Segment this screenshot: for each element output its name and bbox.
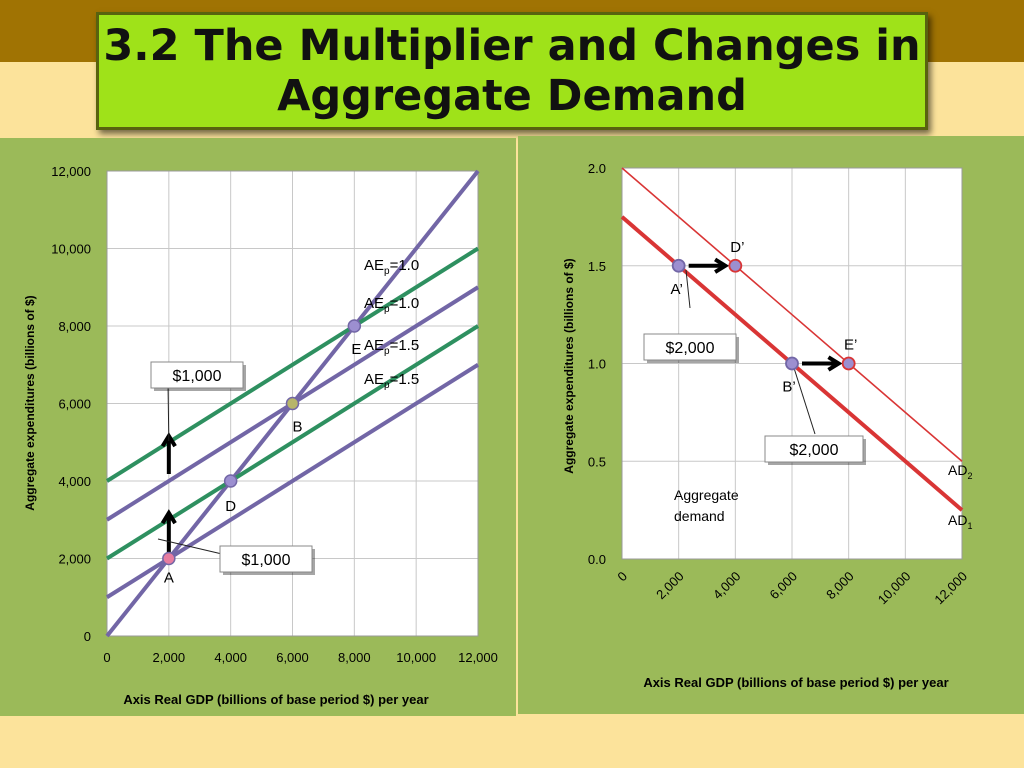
x-tick-label: 4,000: [710, 569, 744, 603]
x-tick-label: 12,000: [931, 569, 970, 608]
y-tick-label: 2.0: [588, 161, 606, 176]
ad-chart: 0 2,000 4,000 6,000 8,000 10,000 12,000 0.0 0.5 1…: [562, 161, 972, 690]
point-E: [347, 319, 362, 333]
point-label-D: D: [225, 498, 236, 515]
point-d-prime: [728, 258, 743, 273]
y-tick-label: 1.5: [588, 259, 606, 274]
plot-border: [106, 170, 479, 637]
y-tick-label: 4,000: [58, 474, 91, 489]
x-tick-label: 2,000: [153, 650, 186, 665]
ae-line-label: AEp=1.0: [364, 295, 419, 315]
aggregate-demand-annotation-line1: Aggregate: [674, 487, 739, 503]
point-b-prime: [785, 356, 799, 371]
slide-title: 3.2 The Multiplier and Changes in Aggreg…: [103, 21, 921, 121]
x-axis-label: Axis Real GDP (billions of base period $…: [123, 692, 428, 707]
x-tick-label: 0: [614, 569, 630, 585]
up-arrow-lower-head: [160, 509, 177, 525]
ae-line-label: AEp=1.0: [364, 257, 419, 277]
y-tick-label: 12,000: [51, 164, 91, 179]
callout-upper-text: $1,000: [173, 368, 222, 385]
callout-lower: [219, 545, 313, 573]
ae-line-label: AEp=1.5: [364, 337, 419, 357]
point-label-e-prime: E’: [844, 337, 857, 354]
callout-leader-lower: [793, 367, 816, 435]
point-label-b-prime: B’: [782, 379, 795, 396]
y-axis-label: Aggregate expenditures (billions of $): [562, 258, 576, 473]
x-tick-label: 10,000: [875, 569, 914, 608]
x-tick-label: 0: [103, 650, 110, 665]
point-a-prime: [671, 258, 686, 273]
point-label-d-prime: D’: [730, 239, 744, 256]
x-tick-label: 6,000: [767, 569, 801, 603]
x-tick-label: 2,000: [653, 569, 687, 603]
callout-leader-upper: [167, 382, 170, 442]
y-tick-label: 6,000: [58, 397, 91, 412]
point-A: [162, 551, 176, 566]
y-tick-label: 10,000: [51, 242, 91, 257]
point-label-E: E: [351, 341, 361, 358]
callout-upper: [643, 333, 737, 361]
point-e-prime: [841, 356, 856, 371]
y-tick-label: 0.5: [588, 454, 606, 469]
ad-chart-panel: 0 2,000 4,000 6,000 8,000 10,000 12,000 0.0 0.5 1…: [518, 136, 1024, 714]
title-box: 3.2 The Multiplier and Changes in Aggreg…: [96, 12, 928, 130]
ad2-curve: [621, 167, 963, 462]
y-tick-label: 8,000: [58, 319, 91, 334]
callout-leader-lower: [157, 538, 223, 555]
ad1-label: AD1: [948, 512, 972, 531]
point-D: [223, 474, 238, 488]
point-label-a-prime: A’: [671, 281, 683, 298]
x-tick-label: 8,000: [823, 569, 857, 603]
x-tick-label: 4,000: [214, 650, 247, 665]
ae-chart-panel: 0 2,000 4,000 6,000 8,000 10,000 12,000 0 2,000 4…: [0, 138, 516, 716]
callout-lower-text: $1,000: [242, 552, 291, 569]
point-label-A: A: [164, 570, 174, 587]
x-tick-label: 10,000: [396, 650, 436, 665]
y-tick-label: 2,000: [58, 552, 91, 567]
x-tick-label: 8,000: [338, 650, 371, 665]
callout-leader-upper: [685, 269, 691, 309]
ae-line-label: AEp=1.5: [364, 371, 419, 391]
aggregate-demand-annotation-line2: demand: [674, 508, 725, 524]
callout-upper: [150, 361, 244, 389]
x-tick-label: 6,000: [276, 650, 309, 665]
callout-lower-text: $2,000: [790, 442, 839, 459]
point-label-B: B: [292, 419, 302, 436]
callout-upper-text: $2,000: [666, 340, 715, 357]
callout-lower: [764, 435, 864, 463]
x-tick-label: 12,000: [458, 650, 498, 665]
plot-border: [621, 167, 963, 560]
y-tick-label: 0: [84, 629, 91, 644]
ad2-label: AD2: [948, 462, 972, 481]
y-tick-label: 1.0: [588, 357, 606, 372]
right-arrow-upper-head: [714, 257, 730, 274]
x-axis-label: Axis Real GDP (billions of base period $…: [643, 675, 948, 690]
point-B: [285, 396, 300, 411]
y-axis-label: Aggregate expenditures (billions of $): [23, 295, 37, 510]
y-tick-label: 0.0: [588, 552, 606, 567]
right-arrow-lower-head: [827, 355, 843, 372]
ae-chart: 0 2,000 4,000 6,000 8,000 10,000 12,000 0 2,000 4…: [23, 164, 498, 707]
